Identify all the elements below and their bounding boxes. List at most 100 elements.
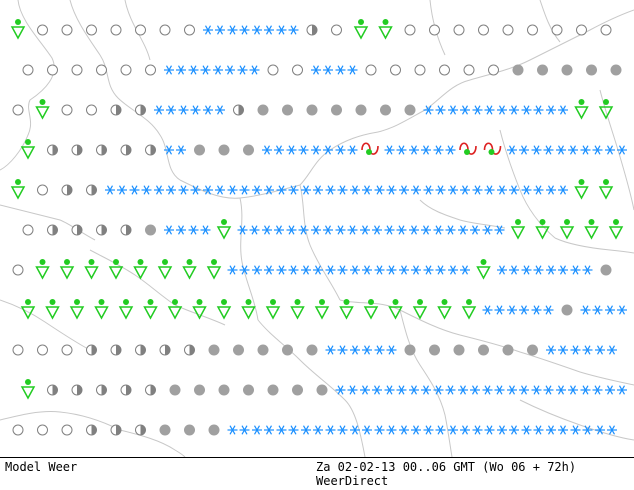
- rain-shower-icon: [20, 139, 36, 160]
- snow-shower-icon: [521, 265, 544, 275]
- snow-shower-icon: [301, 425, 323, 435]
- snow-shower-icon: [605, 305, 627, 315]
- overcast-icon: [404, 104, 416, 116]
- clear-sky-icon: [37, 344, 48, 356]
- clear-sky-icon: [576, 24, 587, 36]
- overcast-icon: [145, 224, 156, 236]
- clear-sky-icon: [135, 24, 146, 36]
- overcast-icon: [561, 64, 573, 76]
- snow-shower-icon: [423, 105, 446, 115]
- partly-cloudy-icon: [86, 424, 97, 436]
- clear-sky-icon: [61, 344, 73, 356]
- clear-sky-icon: [488, 64, 499, 76]
- partly-cloudy-icon: [61, 184, 73, 196]
- snow-shower-icon: [570, 345, 593, 355]
- clear-sky-icon: [404, 24, 416, 36]
- rain-shower-icon: [584, 219, 599, 240]
- rain-shower-icon: [206, 259, 222, 280]
- clear-sky-icon: [390, 64, 401, 76]
- snow-shower-icon: [301, 265, 323, 275]
- rain-shower-icon: [461, 299, 477, 320]
- snow-shower-icon: [482, 385, 505, 395]
- rain-shower-icon: [535, 219, 550, 240]
- clear-sky-icon: [120, 64, 132, 76]
- model-label: Model Weer: [5, 460, 78, 474]
- snow-shower-icon: [325, 185, 348, 195]
- snow-shower-icon: [188, 225, 211, 235]
- clear-sky-icon: [61, 24, 73, 36]
- rain-shower-icon: [108, 259, 124, 280]
- overcast-icon: [586, 64, 597, 76]
- overcast-icon: [512, 64, 524, 76]
- clear-sky-icon: [292, 64, 303, 76]
- rain-shower-icon: [314, 299, 330, 320]
- clear-sky-icon: [86, 104, 97, 116]
- snow-shower-icon: [507, 385, 529, 395]
- overcast-icon: [194, 144, 205, 156]
- rain-shower-icon: [510, 219, 526, 240]
- clear-sky-icon: [502, 24, 514, 36]
- snow-shower-icon: [325, 425, 348, 435]
- snow-shower-icon: [237, 65, 260, 75]
- snow-shower-icon: [350, 425, 372, 435]
- rain-shower-icon: [94, 299, 109, 320]
- clear-sky-icon: [267, 64, 279, 76]
- overcast-icon: [282, 104, 293, 116]
- snow-shower-icon: [521, 105, 544, 115]
- partly-cloudy-icon: [110, 104, 122, 116]
- snow-shower-icon: [227, 265, 250, 275]
- overcast-icon: [257, 344, 269, 356]
- thunderstorm-icon: [361, 142, 379, 155]
- snow-shower-icon: [423, 185, 446, 195]
- partly-cloudy-icon: [135, 344, 146, 356]
- rain-shower-icon: [437, 299, 452, 320]
- snow-shower-icon: [497, 425, 519, 435]
- snow-shower-icon: [433, 225, 456, 235]
- snow-shower-icon: [188, 65, 211, 75]
- snow-shower-icon: [531, 385, 554, 395]
- snow-shower-icon: [262, 145, 284, 155]
- snow-shower-icon: [472, 425, 495, 435]
- rain-shower-icon: [378, 19, 393, 40]
- rain-shower-icon: [45, 299, 60, 320]
- rain-shower-icon: [476, 259, 491, 280]
- snow-shower-icon: [458, 225, 480, 235]
- snow-shower-icon: [556, 385, 578, 395]
- rain-shower-icon: [69, 299, 85, 320]
- clear-sky-icon: [145, 64, 156, 76]
- snow-shower-icon: [311, 145, 333, 155]
- clear-sky-icon: [463, 64, 475, 76]
- snow-shower-icon: [458, 385, 480, 395]
- snow-shower-icon: [154, 105, 176, 115]
- snow-shower-icon: [521, 185, 544, 195]
- snow-shower-icon: [448, 105, 470, 115]
- partly-cloudy-icon: [47, 144, 58, 156]
- partly-cloudy-icon: [96, 144, 107, 156]
- partly-cloudy-icon: [71, 384, 83, 396]
- clear-sky-icon: [439, 64, 450, 76]
- snow-shower-icon: [423, 265, 446, 275]
- snow-shower-icon: [311, 225, 333, 235]
- snow-shower-icon: [605, 385, 627, 395]
- partly-cloudy-icon: [47, 384, 58, 396]
- snow-shower-icon: [252, 185, 274, 195]
- source-label: WeerDirect: [316, 474, 389, 488]
- clear-sky-icon: [96, 64, 107, 76]
- snow-shower-icon: [350, 185, 372, 195]
- thunderstorm-icon: [483, 142, 502, 155]
- snow-shower-icon: [546, 345, 568, 355]
- snow-shower-icon: [203, 105, 225, 115]
- snow-shower-icon: [311, 65, 333, 75]
- overcast-icon: [306, 344, 318, 356]
- snow-shower-icon: [276, 25, 299, 35]
- clear-sky-icon: [12, 424, 24, 436]
- snow-shower-icon: [164, 225, 186, 235]
- overcast-icon: [194, 384, 205, 396]
- rain-shower-icon: [412, 299, 428, 320]
- clear-sky-icon: [331, 24, 342, 36]
- rain-shower-icon: [608, 219, 624, 240]
- rain-shower-icon: [35, 99, 50, 120]
- snow-shower-icon: [360, 225, 382, 235]
- snow-shower-icon: [472, 105, 495, 115]
- snow-shower-icon: [409, 385, 431, 395]
